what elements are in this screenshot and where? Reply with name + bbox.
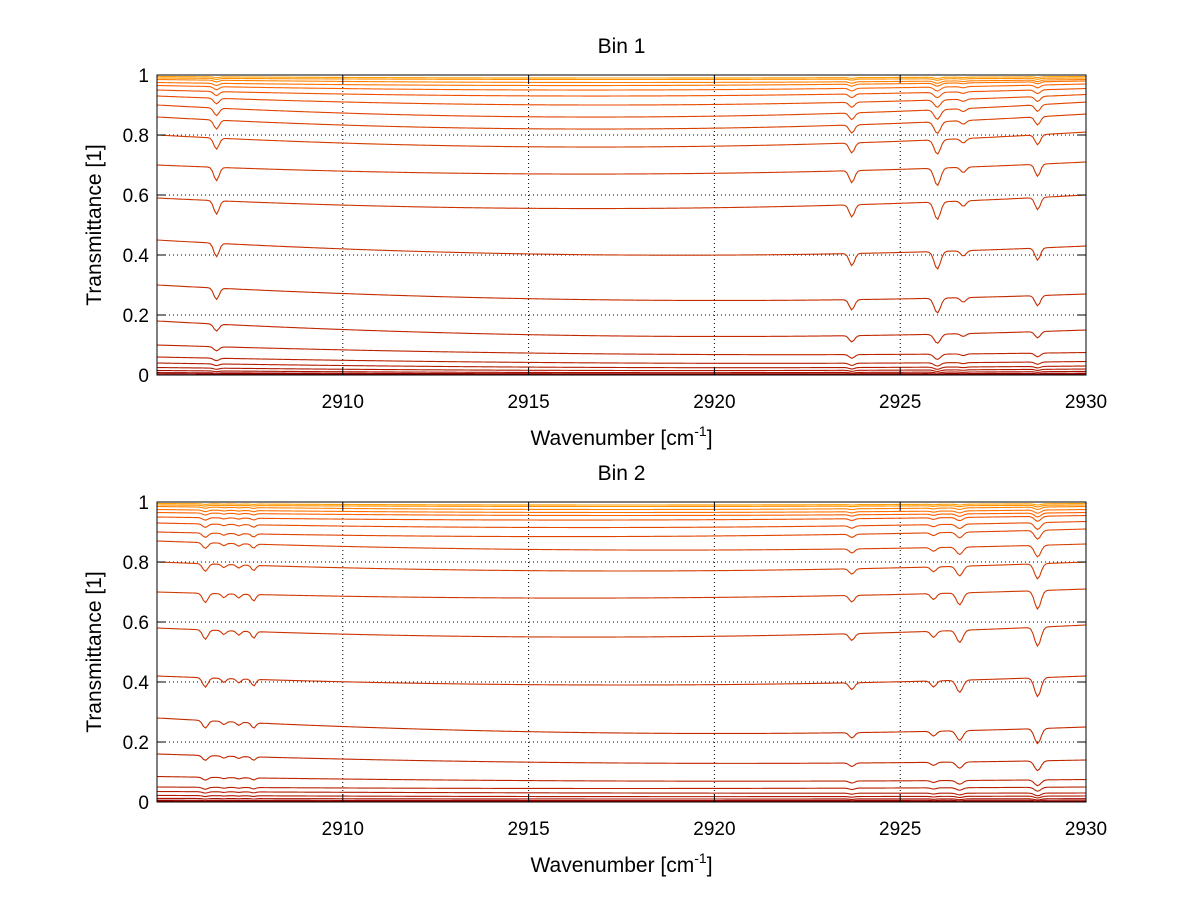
series-line-20 (156, 369, 1087, 374)
y-tick-label: 0.2 (123, 733, 149, 754)
series-line-6 (156, 87, 1087, 99)
series-line-2 (156, 504, 1087, 508)
series-line-21 (157, 799, 1086, 802)
series-line-11 (156, 161, 1087, 187)
x-axis-label-end: ] (707, 854, 713, 877)
x-axis-label: Wavenumber [cm-1] (530, 850, 712, 877)
series-line-3 (156, 78, 1087, 84)
series-line-5 (156, 511, 1087, 518)
plot-area (157, 75, 1086, 375)
x-tick-label: 2915 (507, 819, 549, 840)
series-line-6 (156, 514, 1087, 522)
axes-box (156, 501, 1087, 803)
y-axis-label: Transmittance [1] (83, 571, 106, 732)
series-group (156, 75, 1087, 376)
x-tick-label: 2915 (507, 392, 549, 413)
chart-panel-2: 2910 2915 2920 2925 2930 0 0.2 0.4 0.6 0.8 1 Bin 2 W… (83, 462, 1107, 877)
series-line-12 (156, 194, 1087, 221)
y-tick-label: 0.6 (123, 613, 149, 634)
series-line-5 (156, 83, 1087, 92)
series-line-8 (156, 528, 1087, 540)
plot-area (157, 502, 1086, 802)
series-line-19 (156, 794, 1087, 799)
series-line-17 (156, 786, 1087, 792)
series-line-1 (156, 75, 1087, 79)
x-axis-label-main: Wavenumber [cm (530, 854, 694, 877)
y-tick-label: 0.4 (123, 246, 150, 267)
series-group (156, 502, 1087, 803)
series-line-16 (156, 344, 1087, 361)
y-tick-label: 1 (138, 493, 149, 514)
chart-panel-1: 2910 2915 2920 2925 2930 0 0.2 0.4 0.6 0.8 1 Bin 1 W… (83, 35, 1107, 450)
x-axis-label-end: ] (707, 427, 713, 450)
chart-title: Bin 2 (598, 462, 646, 485)
series-line-9 (156, 113, 1087, 135)
series-line-17 (156, 356, 1087, 367)
series-line-15 (156, 320, 1087, 344)
series-line-7 (156, 520, 1087, 531)
series-line-8 (156, 101, 1087, 121)
series-line-18 (156, 362, 1087, 370)
series-line-2 (156, 77, 1087, 81)
series-line-4 (156, 508, 1087, 514)
y-axis-label: Transmittance [1] (83, 144, 106, 305)
x-axis-label-superscript: -1 (694, 423, 707, 439)
y-tick-label: 1 (138, 66, 149, 87)
y-tick-label: 0.4 (123, 673, 150, 694)
x-tick-label: 2910 (322, 819, 364, 840)
x-tick-label: 2925 (879, 819, 921, 840)
series-line-11 (156, 588, 1087, 611)
x-tick-label: 2920 (693, 819, 735, 840)
series-line-1 (156, 502, 1087, 506)
series-line-10 (156, 131, 1087, 155)
x-axis-label-superscript: -1 (694, 850, 707, 866)
series-line-13 (156, 239, 1087, 270)
series-line-20 (157, 797, 1086, 801)
series-line-21 (156, 372, 1087, 375)
series-line-9 (156, 540, 1087, 558)
y-tick-label: 0 (138, 366, 149, 387)
y-tick-label: 0.6 (123, 186, 149, 207)
x-tick-label: 2910 (322, 392, 364, 413)
x-tick-label: 2925 (879, 392, 921, 413)
x-tick-label: 2920 (693, 392, 735, 413)
series-line-7 (156, 93, 1087, 108)
series-line-16 (156, 775, 1087, 787)
series-line-14 (156, 284, 1087, 314)
series-line-3 (156, 505, 1087, 511)
y-tick-label: 0.8 (123, 553, 149, 574)
x-tick-label: 2930 (1065, 819, 1107, 840)
x-tick-label: 2930 (1065, 392, 1107, 413)
series-line-13 (156, 675, 1087, 698)
axes-box (156, 74, 1087, 376)
chart-title: Bin 1 (598, 35, 646, 58)
y-tick-label: 0.8 (123, 126, 149, 147)
series-line-12 (156, 624, 1087, 648)
y-tick-label: 0.2 (123, 306, 149, 327)
series-line-19 (156, 366, 1087, 372)
series-line-10 (156, 561, 1087, 580)
series-line-18 (156, 790, 1086, 797)
x-axis-label-main: Wavenumber [cm (530, 427, 694, 450)
series-line-14 (156, 717, 1087, 745)
series-line-4 (156, 80, 1087, 87)
x-axis-label: Wavenumber [cm-1] (530, 423, 712, 450)
y-tick-label: 0 (138, 793, 149, 814)
series-line-22 (157, 373, 1086, 376)
series-line-15 (156, 753, 1087, 772)
